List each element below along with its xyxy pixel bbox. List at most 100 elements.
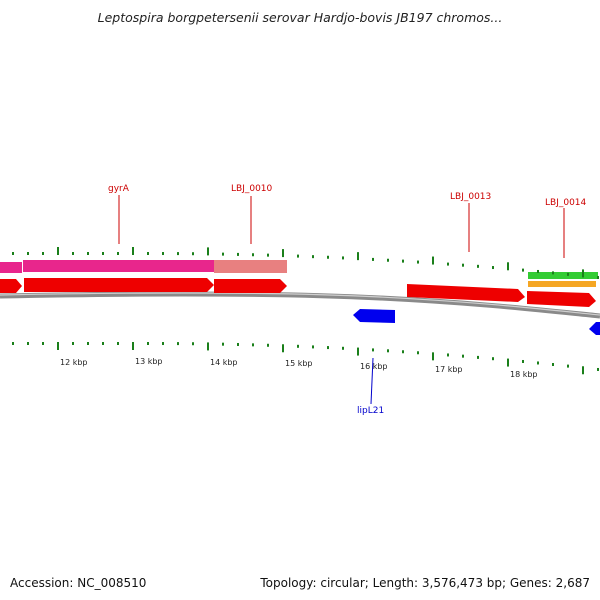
scale-tick: [237, 342, 239, 346]
scale-tick: [327, 255, 329, 259]
scale-tick: [507, 358, 509, 367]
cds-arrow-LBJ_0013[interactable]: [407, 284, 525, 302]
scale-tick: [57, 247, 59, 255]
scale-tick: [417, 260, 419, 264]
chromosome-backbone: [0, 291, 600, 319]
scale-tick: [342, 346, 344, 350]
scale-tick: [582, 366, 584, 375]
scale-tick: [267, 343, 269, 347]
scale-label-12kbp: 12 kbp: [60, 358, 88, 367]
scale-tick: [477, 264, 479, 268]
scale-tick: [492, 266, 494, 270]
scale-tick: [297, 344, 299, 348]
scale-tick: [462, 263, 464, 267]
cds-arrow-lipL21[interactable]: [353, 309, 395, 323]
scale-tick: [267, 253, 269, 257]
gene-labels: gyrA LBJ_0010 LBJ_0013 LBJ_0014 lipL21: [108, 184, 587, 416]
scale-tick: [87, 342, 89, 345]
feature-bar-pink[interactable]: [23, 260, 215, 272]
gene-label-gyrA[interactable]: gyrA: [108, 184, 130, 194]
scale-tick: [192, 252, 194, 256]
cds-arrow-LBJ_0010[interactable]: [214, 279, 287, 293]
scale-tick: [297, 254, 299, 258]
page-title: Leptospira borgpetersenii serovar Hardjo…: [97, 10, 503, 25]
scale-tick: [117, 342, 119, 345]
scale-tick: [117, 252, 119, 255]
scale-tick: [552, 271, 554, 275]
chromosome-backbone-highlight: [0, 292, 600, 316]
scale-tick: [72, 342, 74, 345]
tick-row-upper: [12, 247, 599, 279]
scale-tick: [357, 252, 359, 261]
scale-tick: [252, 253, 254, 257]
scale-tick: [402, 350, 404, 354]
scale-tick: [207, 342, 209, 351]
scale-tick: [522, 268, 524, 272]
feature-track-upper: [0, 260, 598, 287]
scale-tick: [192, 342, 194, 346]
tick-row-lower: [12, 342, 599, 375]
scale-tick: [357, 347, 359, 356]
gene-label-lipL21[interactable]: lipL21: [357, 406, 384, 416]
scale-tick: [567, 272, 569, 276]
scale-tick: [162, 252, 164, 256]
feature-bar-salmon[interactable]: [214, 260, 287, 273]
scale-tick: [177, 342, 179, 346]
reverse-cds-track: [353, 309, 600, 335]
cds-arrow-gyrA[interactable]: [24, 278, 214, 292]
scale-tick: [222, 342, 224, 346]
scale-tick: [432, 352, 434, 361]
scale-tick: [447, 262, 449, 266]
scale-tick: [372, 348, 374, 352]
scale-tick: [12, 342, 14, 345]
gene-label-LBJ_0014[interactable]: LBJ_0014: [545, 198, 587, 208]
cds-arrow-LBJ_0014[interactable]: [527, 291, 596, 307]
scale-tick: [597, 367, 599, 371]
scale-tick: [477, 355, 479, 359]
scale-tick: [147, 252, 149, 255]
scale-tick: [207, 247, 209, 256]
scale-tick: [387, 349, 389, 353]
scale-tick: [282, 344, 284, 353]
scale-tick: [522, 359, 524, 363]
forward-cds-track: [0, 278, 596, 307]
scale-tick: [162, 342, 164, 346]
scale-tick: [447, 353, 449, 357]
scale-labels: 12 kbp 13 kbp 14 kbp 15 kbp 16 kbp 17 kb…: [60, 357, 538, 379]
leader-line-lipL21: [370, 357, 374, 405]
gene-label-LBJ_0010[interactable]: LBJ_0010: [231, 184, 273, 194]
scale-tick: [582, 269, 584, 278]
scale-tick: [312, 255, 314, 259]
scale-tick: [42, 342, 44, 345]
scale-tick: [102, 252, 104, 255]
scale-tick: [177, 252, 179, 256]
scale-tick: [312, 345, 314, 349]
feature-bar-orange[interactable]: [528, 281, 596, 287]
cds-arrow-right-partial[interactable]: [589, 322, 600, 335]
scale-tick: [147, 342, 149, 345]
scale-tick: [492, 357, 494, 361]
scale-tick: [222, 252, 224, 256]
scale-tick: [327, 346, 329, 350]
scale-tick: [12, 252, 14, 255]
scale-tick: [42, 252, 44, 255]
scale-label-15kbp: 15 kbp: [285, 359, 313, 368]
gene-label-LBJ_0013[interactable]: LBJ_0013: [450, 192, 491, 202]
scale-tick: [462, 354, 464, 358]
scale-tick: [342, 256, 344, 260]
feature-bar-pink-left[interactable]: [0, 262, 22, 273]
feature-bar-green[interactable]: [528, 272, 598, 279]
scale-label-13kbp: 13 kbp: [135, 357, 163, 366]
scale-tick: [552, 363, 554, 367]
scale-tick: [72, 252, 74, 255]
cds-arrow-left-partial[interactable]: [0, 279, 22, 293]
scale-tick: [537, 361, 539, 365]
accession-text: Accession: NC_008510: [10, 576, 147, 590]
topology-summary-text: Topology: circular; Length: 3,576,473 bp…: [260, 576, 590, 590]
scale-tick: [507, 262, 509, 271]
scale-tick: [597, 275, 599, 279]
scale-tick: [237, 252, 239, 256]
scale-tick: [57, 342, 59, 350]
scale-tick: [417, 351, 419, 355]
